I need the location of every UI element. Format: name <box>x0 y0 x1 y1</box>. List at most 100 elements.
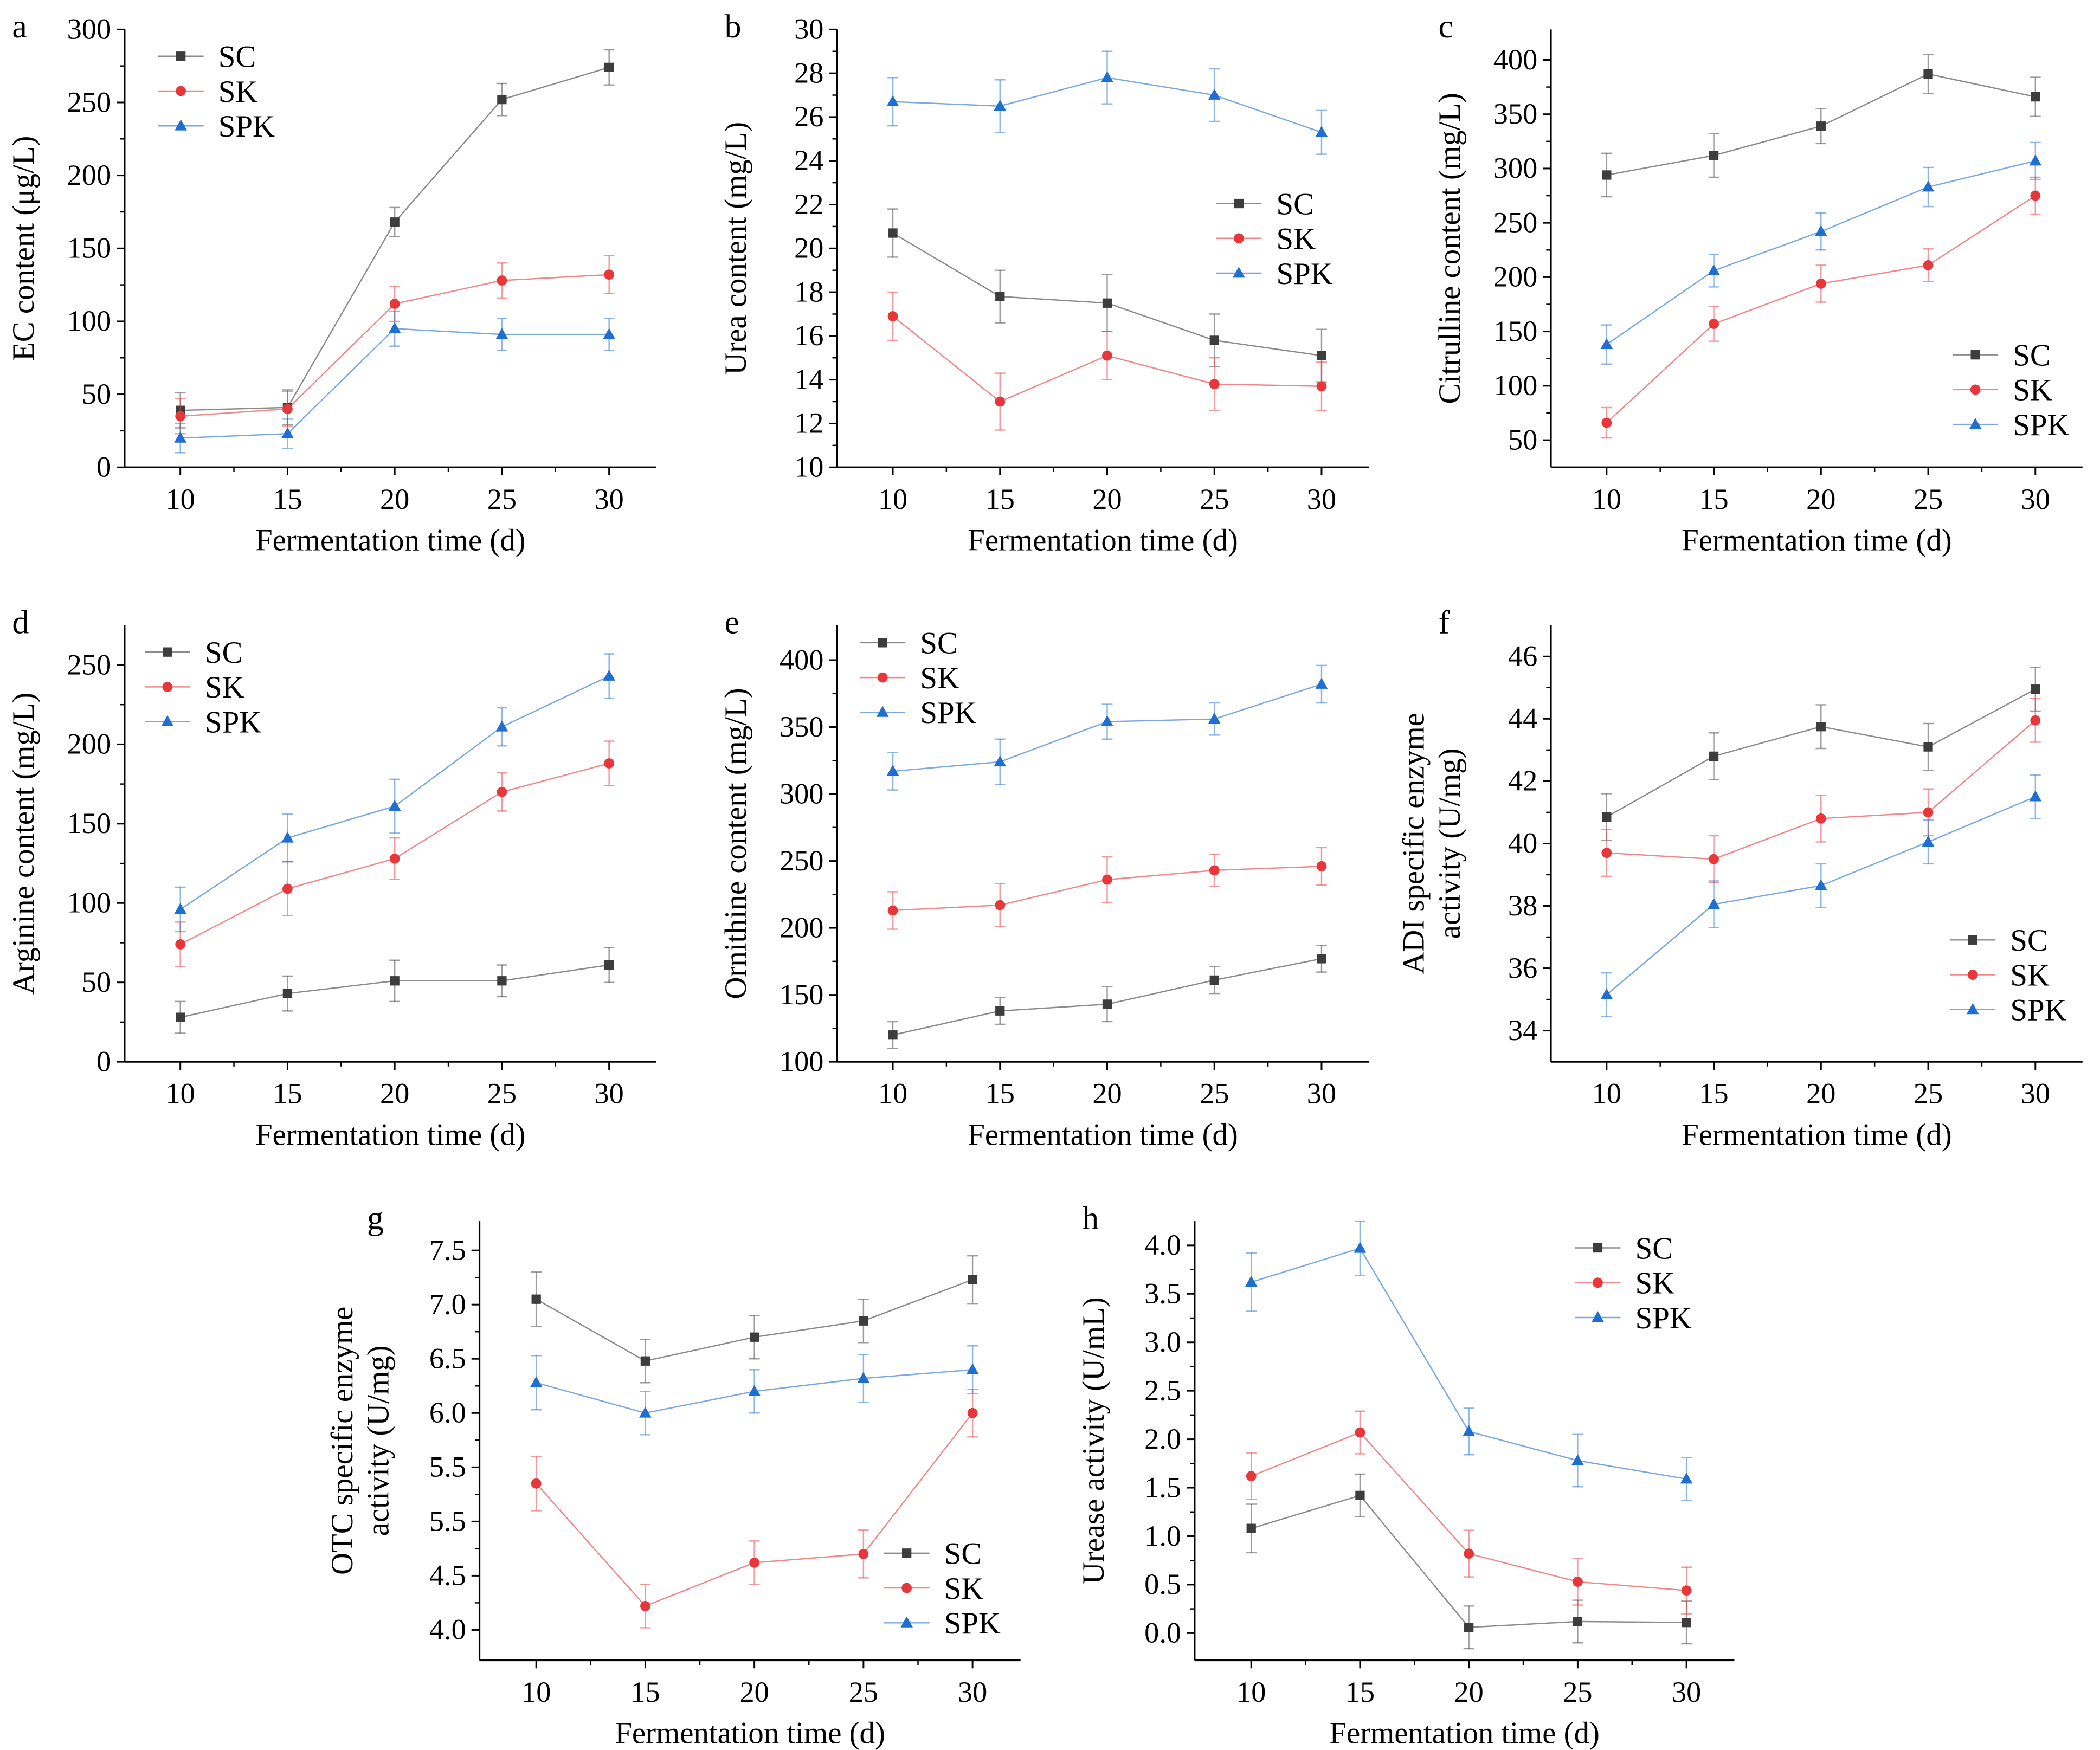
data-point <box>995 292 1005 301</box>
y-tick-label: 7.0 <box>429 1288 466 1320</box>
series-SPK <box>174 310 616 454</box>
data-point <box>1815 279 1826 289</box>
legend-marker <box>1970 350 1980 360</box>
data-point <box>1681 1585 1692 1596</box>
series-SPK <box>886 50 1328 155</box>
y-tick-label: 12 <box>794 407 823 440</box>
panel-letter: e <box>725 604 739 641</box>
data-point <box>1708 897 1720 909</box>
y-tick-label: 100 <box>67 887 112 919</box>
data-point <box>1682 1618 1691 1628</box>
x-tick-label: 30 <box>958 1676 987 1708</box>
data-point <box>390 976 400 986</box>
y-tick-label: 3.5 <box>1144 1277 1181 1310</box>
data-point <box>1355 1427 1365 1438</box>
legend-label: SC <box>218 40 256 74</box>
panel-c: 10 15 20 25 30 50 100 150 200 250 300 350 400 Ferment… <box>1433 8 2083 557</box>
x-tick-label: 20 <box>1454 1676 1483 1708</box>
panel-h: 10 15 20 25 30 0.0 0.5 1.0 1.5 2.0 2.5 3.0 3.5 4.0 Fer… <box>1077 1200 1735 1750</box>
series-SC <box>1601 667 2041 841</box>
data-point <box>886 95 899 107</box>
legend-label: SPK <box>218 109 275 144</box>
legend-label: SPK <box>944 1606 1001 1641</box>
x-axis-label: Fermentation time (d) <box>255 1118 526 1152</box>
series-SK <box>175 255 615 435</box>
legend-label: SK <box>1635 1267 1675 1301</box>
legend-marker <box>163 647 172 657</box>
y-tick-label: 44 <box>1508 702 1537 735</box>
data-point <box>1317 351 1326 360</box>
legend-label: SPK <box>205 705 261 739</box>
data-point <box>1709 854 1719 864</box>
data-point <box>1602 170 1612 180</box>
data-point <box>1814 879 1827 890</box>
panel-a: 10 15 20 25 30050100150200250300Fermentation… <box>7 8 656 557</box>
data-point <box>887 311 898 321</box>
y-axis-label: OTC specific enzyme <box>325 1307 359 1575</box>
data-point <box>1680 1473 1693 1484</box>
series-SK <box>1601 698 2041 883</box>
y-axis-label: Urea content (mg/L) <box>719 122 753 375</box>
x-tick-label: 10 <box>1592 1077 1621 1110</box>
y-tick-label: 400 <box>1493 43 1538 76</box>
legend-marker <box>901 1583 912 1593</box>
data-point <box>497 94 507 105</box>
y-tick-label: 1.5 <box>1144 1471 1181 1503</box>
x-tick-label: 10 <box>878 1077 907 1110</box>
data-point <box>174 903 187 914</box>
legend-label: SK <box>205 670 244 705</box>
panel-e: 10 15 20 25 30 100 150 200 250 300 350 400 Fermentat… <box>719 604 1369 1152</box>
data-point <box>995 900 1006 910</box>
data-point <box>1208 88 1221 100</box>
y-tick-label: 0 <box>96 1045 111 1077</box>
data-point <box>995 1006 1005 1016</box>
x-tick-label: 20 <box>739 1676 769 1708</box>
data-point <box>1208 712 1221 724</box>
x-tick-label: 25 <box>849 1676 878 1708</box>
y-tick-label: 6.5 <box>429 1342 466 1375</box>
y-tick-label: 30 <box>794 13 823 46</box>
data-point <box>603 669 616 681</box>
y-tick-label: 50 <box>82 378 111 410</box>
data-point <box>1571 1454 1584 1465</box>
y-tick-label: 1.0 <box>1144 1520 1181 1552</box>
panel-d: 10 15 20 25 30 0 50 100 150 200 250 Fermentation ti… <box>7 604 656 1152</box>
data-point <box>1101 71 1113 82</box>
data-point <box>1709 751 1719 761</box>
data-point <box>994 99 1007 111</box>
data-point <box>1923 807 1934 818</box>
data-point <box>1814 225 1827 236</box>
x-tick-label: 15 <box>630 1676 660 1708</box>
data-point <box>1923 742 1933 752</box>
y-tick-label: 300 <box>67 13 112 46</box>
y-tick-label: 150 <box>67 232 112 264</box>
legend-marker <box>175 119 187 131</box>
data-point <box>1602 812 1612 822</box>
y-tick-label: 200 <box>67 728 112 760</box>
data-point <box>604 62 614 73</box>
y-tick-label: 150 <box>67 807 112 840</box>
y-tick-label: 0 <box>96 451 111 483</box>
data-point <box>995 396 1006 407</box>
legend-label: SK <box>1277 222 1316 256</box>
x-tick-label: 30 <box>594 483 623 515</box>
data-point <box>1573 1617 1583 1626</box>
data-point <box>1355 1490 1365 1501</box>
x-tick-label: 10 <box>1236 1676 1266 1708</box>
x-tick-label: 25 <box>1914 1077 1943 1110</box>
x-tick-label: 15 <box>1699 1077 1728 1110</box>
legend-marker <box>1233 233 1244 244</box>
data-point <box>639 1406 652 1418</box>
y-tick-label: 5.5 <box>429 1451 466 1483</box>
y-tick-label: 6.0 <box>429 1397 466 1429</box>
data-point <box>1923 69 1933 79</box>
series-SC <box>887 944 1327 1049</box>
y-tick-label: 350 <box>1493 98 1538 130</box>
y-axis-label: activity (U/mg) <box>1433 748 1467 939</box>
series-SPK <box>1600 141 2042 365</box>
data-point <box>1315 126 1328 137</box>
series-SC <box>175 947 615 1034</box>
